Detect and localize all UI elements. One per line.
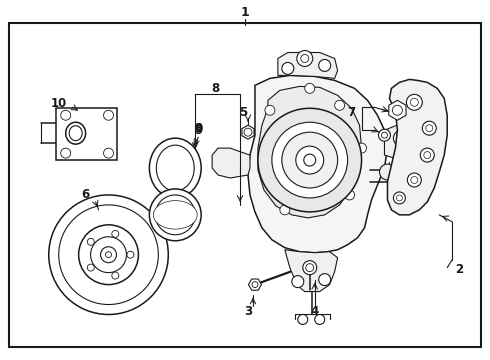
Circle shape — [169, 209, 181, 221]
Circle shape — [272, 122, 347, 198]
Polygon shape — [248, 279, 262, 290]
Text: 9: 9 — [194, 124, 202, 137]
Circle shape — [407, 173, 421, 187]
Text: 3: 3 — [244, 305, 252, 318]
Circle shape — [87, 238, 94, 245]
Circle shape — [393, 130, 409, 146]
Circle shape — [258, 108, 362, 212]
Text: 10: 10 — [50, 97, 67, 110]
Circle shape — [424, 152, 431, 159]
Ellipse shape — [69, 126, 82, 141]
Circle shape — [87, 264, 94, 271]
Circle shape — [397, 134, 405, 142]
Ellipse shape — [153, 201, 197, 229]
Circle shape — [378, 129, 391, 141]
Circle shape — [91, 237, 126, 273]
Circle shape — [318, 274, 331, 285]
Text: 9: 9 — [194, 122, 202, 135]
Polygon shape — [242, 125, 254, 139]
Circle shape — [318, 59, 331, 71]
Polygon shape — [389, 100, 406, 120]
Circle shape — [315, 315, 325, 324]
Circle shape — [301, 54, 309, 62]
Circle shape — [252, 282, 258, 288]
Ellipse shape — [157, 203, 193, 226]
Polygon shape — [385, 122, 421, 158]
Text: 4: 4 — [311, 305, 319, 318]
Polygon shape — [248, 75, 388, 253]
Circle shape — [127, 251, 134, 258]
Circle shape — [304, 154, 316, 166]
Ellipse shape — [167, 210, 183, 220]
Circle shape — [305, 84, 315, 93]
Text: 5: 5 — [239, 106, 247, 119]
Circle shape — [392, 105, 402, 115]
Circle shape — [49, 195, 168, 315]
Circle shape — [78, 225, 138, 285]
Circle shape — [335, 100, 344, 110]
Circle shape — [155, 195, 195, 235]
Circle shape — [303, 261, 317, 275]
Circle shape — [420, 148, 434, 162]
Polygon shape — [388, 80, 447, 215]
Circle shape — [396, 195, 402, 201]
Text: 8: 8 — [211, 82, 219, 95]
Text: 7: 7 — [347, 106, 356, 119]
Circle shape — [61, 110, 71, 120]
Polygon shape — [278, 53, 338, 78]
Ellipse shape — [156, 145, 194, 191]
Circle shape — [282, 62, 294, 75]
Circle shape — [103, 110, 114, 120]
Circle shape — [61, 148, 71, 158]
Circle shape — [282, 132, 338, 188]
Circle shape — [112, 272, 119, 279]
Text: 9: 9 — [194, 122, 202, 135]
Circle shape — [298, 315, 308, 324]
Circle shape — [100, 247, 117, 263]
Polygon shape — [285, 250, 338, 292]
Circle shape — [410, 98, 418, 106]
Polygon shape — [212, 148, 250, 178]
Circle shape — [344, 190, 355, 200]
Circle shape — [59, 205, 158, 305]
Circle shape — [103, 148, 114, 158]
Circle shape — [244, 128, 252, 136]
Circle shape — [149, 189, 201, 241]
Circle shape — [162, 202, 188, 228]
Circle shape — [112, 230, 119, 237]
Ellipse shape — [66, 122, 86, 144]
Circle shape — [306, 264, 314, 272]
Bar — [56, 108, 118, 160]
Circle shape — [382, 132, 388, 138]
Circle shape — [406, 94, 422, 110]
Circle shape — [105, 252, 112, 258]
Circle shape — [357, 143, 367, 153]
Text: 6: 6 — [81, 188, 90, 202]
Circle shape — [422, 121, 436, 135]
Ellipse shape — [164, 208, 186, 222]
Text: 1: 1 — [241, 6, 249, 19]
Circle shape — [297, 50, 313, 67]
Ellipse shape — [160, 205, 190, 225]
Circle shape — [411, 176, 418, 184]
Circle shape — [296, 146, 324, 174]
Circle shape — [426, 125, 433, 132]
Ellipse shape — [149, 138, 201, 198]
Circle shape — [265, 105, 275, 115]
Circle shape — [393, 192, 405, 204]
Text: 2: 2 — [455, 263, 463, 276]
Circle shape — [379, 164, 395, 180]
Circle shape — [292, 276, 304, 288]
Polygon shape — [258, 86, 362, 218]
Circle shape — [280, 205, 290, 215]
